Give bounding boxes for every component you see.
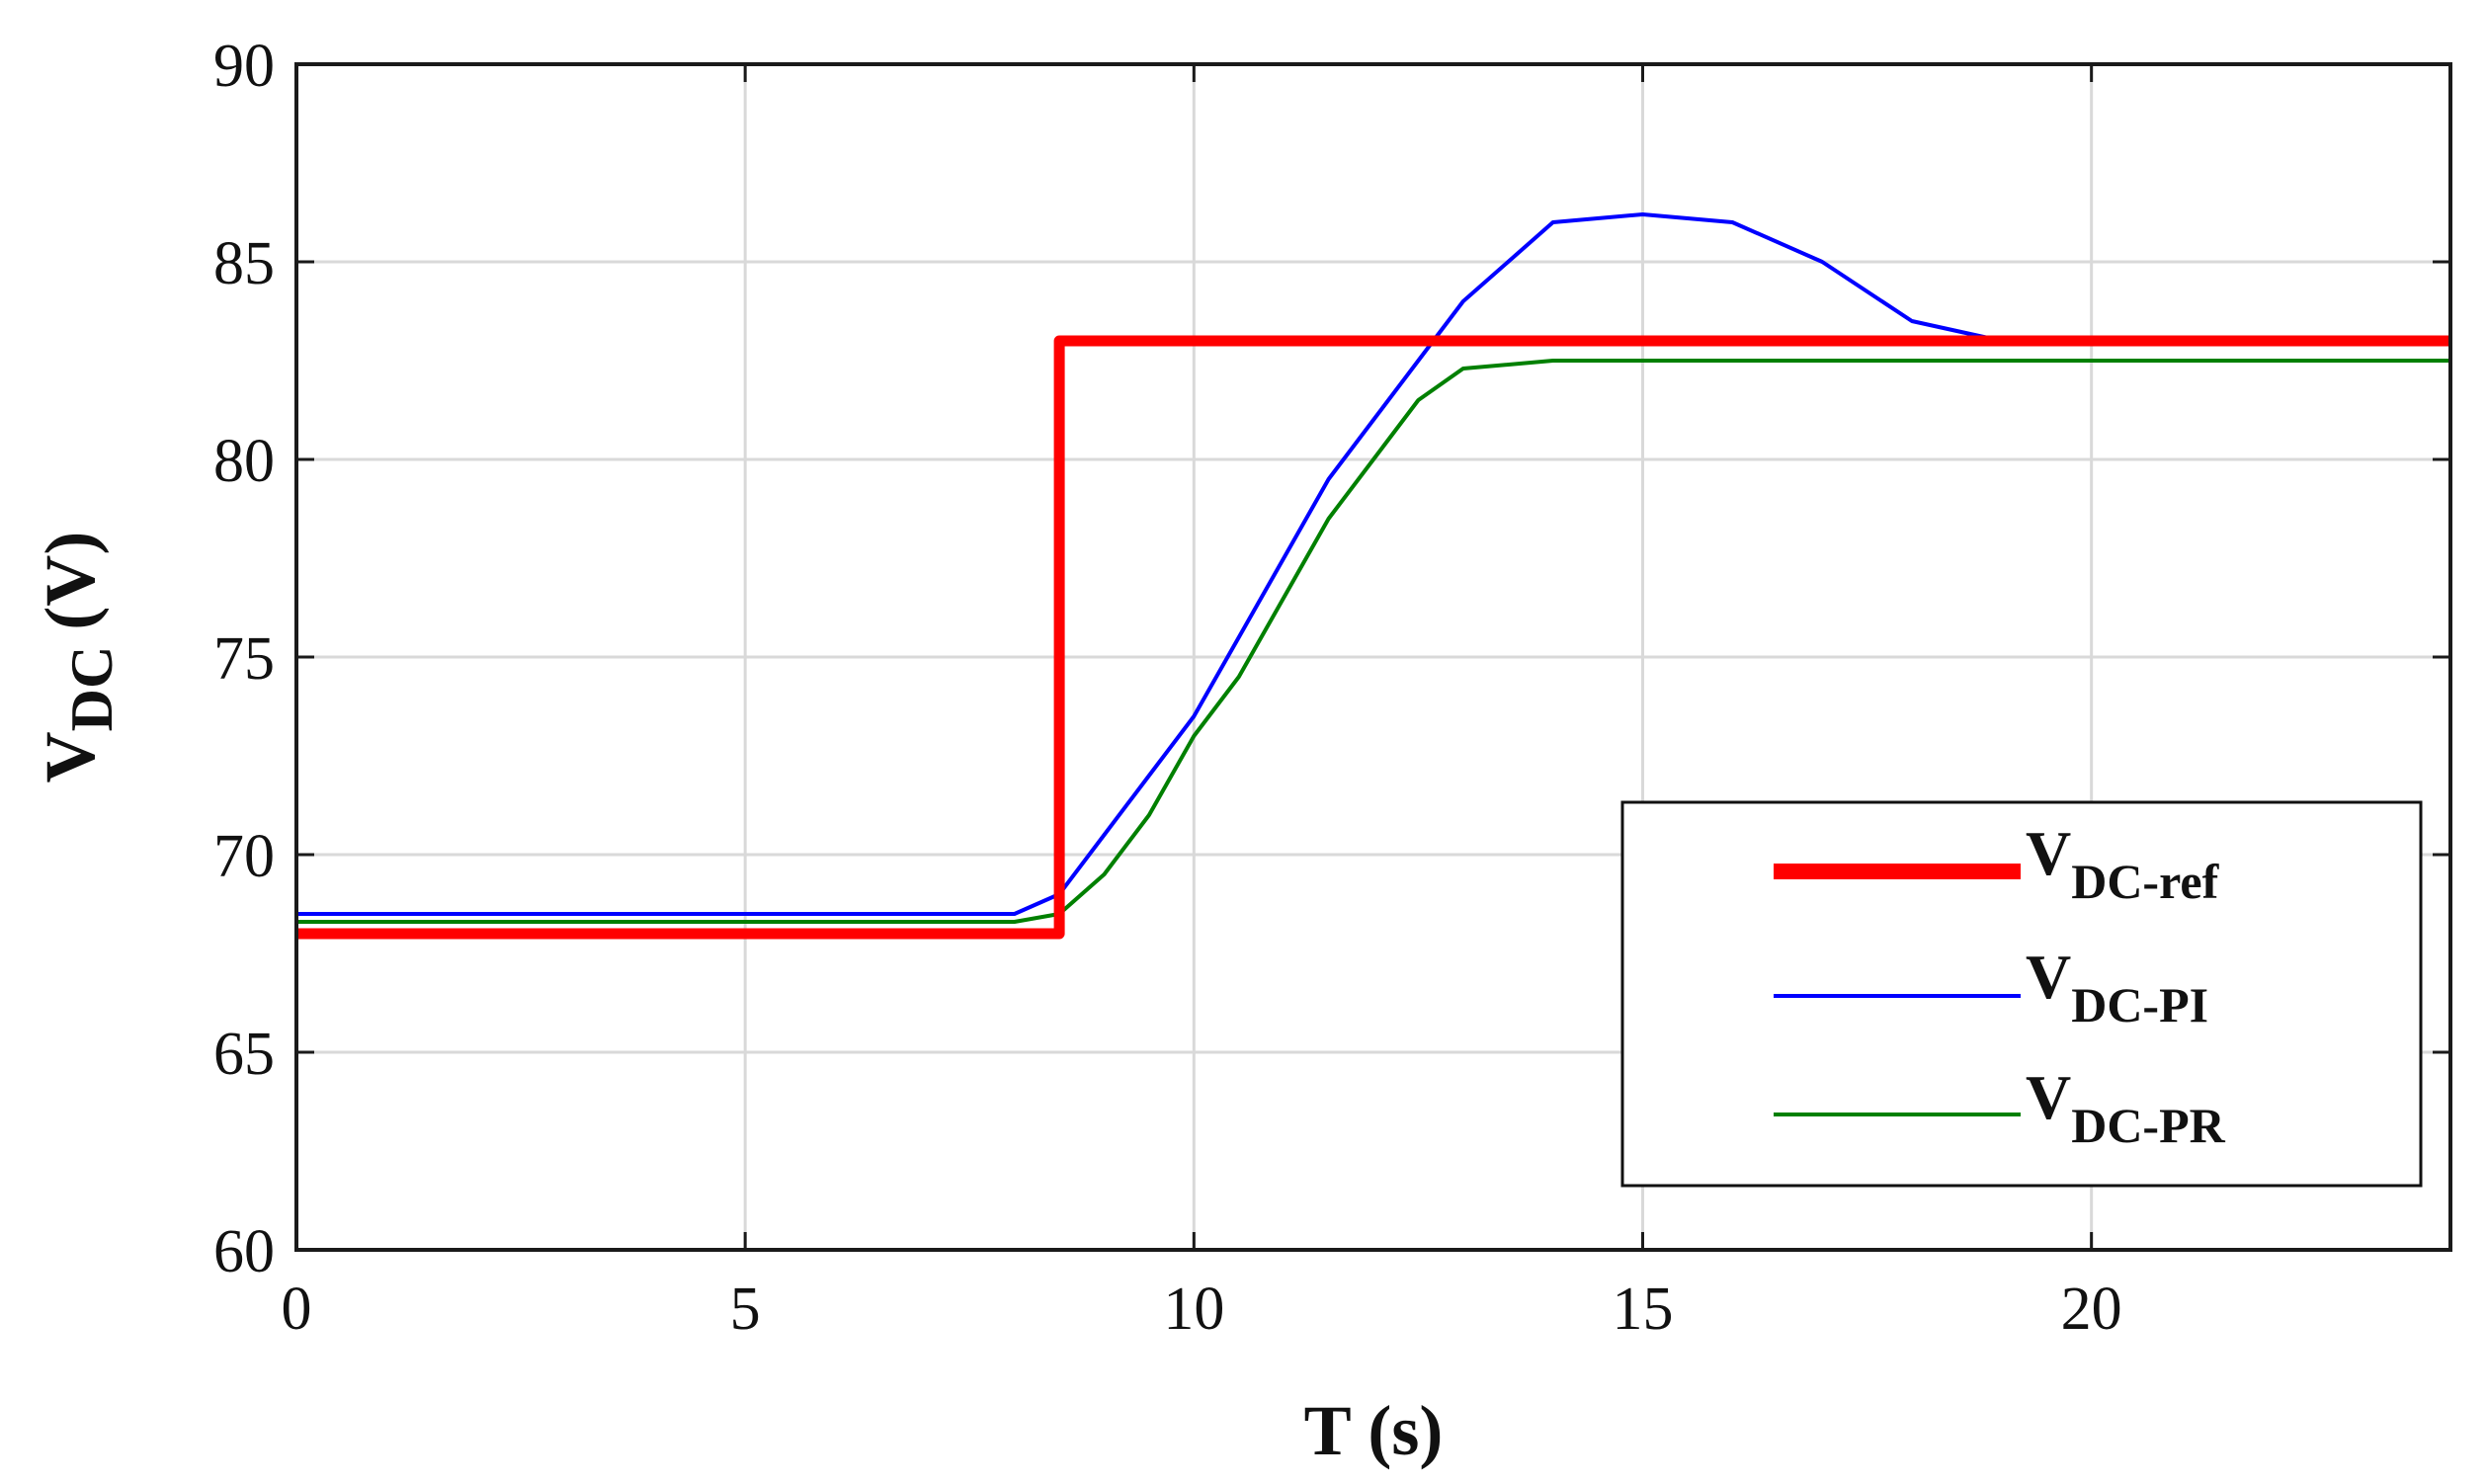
legend-label-pi-main: V [2026, 942, 2071, 1012]
legend-box [1620, 800, 2423, 1188]
x-tick-label: 0 [282, 1276, 312, 1343]
legend-label-pi-sub: DC-PI [2071, 977, 2208, 1032]
y-axis-title-sub: DC [59, 646, 124, 732]
series-line-vdc-pr [296, 359, 2450, 924]
y-tick-label: 90 [213, 33, 275, 100]
y-tick-label: 65 [213, 1021, 275, 1088]
series-line-vdc-ref [296, 335, 2450, 940]
x-tick-label: 20 [2061, 1276, 2122, 1343]
y-tick-label: 80 [213, 428, 275, 495]
legend-label-pr-sub: DC-PR [2071, 1098, 2225, 1153]
legend-label-pr-main: V [2026, 1062, 2071, 1132]
series-layer [296, 212, 2450, 940]
x-tick-label: 5 [730, 1276, 761, 1343]
ticks: 0 5 10 15 20 60 65 70 75 80 85 90 [213, 33, 2450, 1343]
x-tick-label: 15 [1613, 1276, 1674, 1343]
y-axis-title-unit: (V) [31, 532, 110, 630]
y-axis-title: VDC (V) [31, 532, 124, 783]
legend-label-ref-sub: DC-ref [2071, 854, 2219, 909]
legend: VDC-ref VDC-PI VDC-PR [1620, 800, 2423, 1188]
legend-label-ref: VDC-ref [2026, 818, 2220, 909]
y-tick-label: 60 [213, 1218, 275, 1285]
legend-label-ref-main: V [2026, 818, 2071, 888]
legend-label-pi: VDC-PI [2026, 942, 2208, 1032]
x-axis-title: T (s) [1304, 1391, 1444, 1470]
y-tick-label: 70 [213, 823, 275, 890]
y-axis-title-main: V [31, 731, 110, 783]
x-tick-label: 10 [1163, 1276, 1224, 1343]
y-tick-label: 75 [213, 625, 275, 693]
legend-label-pr: VDC-PR [2026, 1062, 2226, 1153]
y-tick-label: 85 [213, 230, 275, 297]
